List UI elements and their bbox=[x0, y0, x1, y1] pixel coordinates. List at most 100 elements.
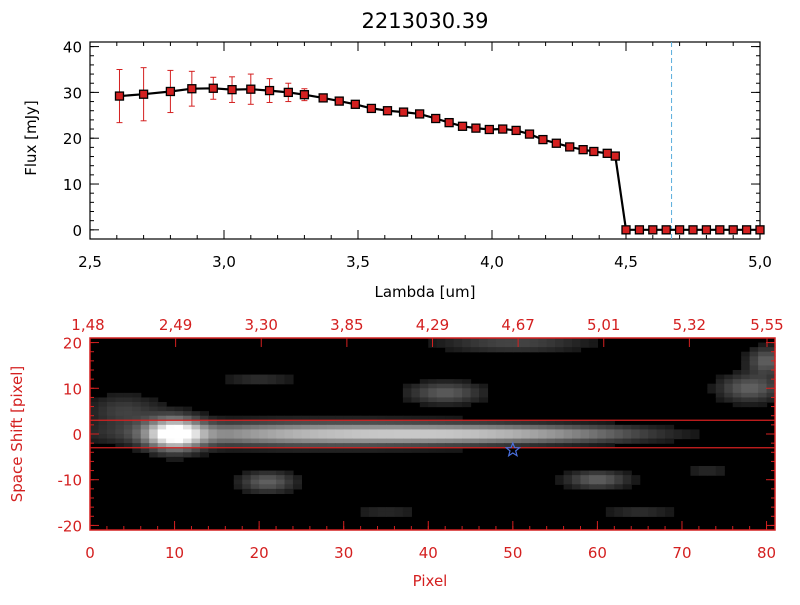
image-pixel bbox=[115, 429, 125, 435]
spectrum-point bbox=[187, 84, 197, 94]
image-pixel bbox=[749, 383, 759, 389]
image-pixel bbox=[98, 438, 108, 444]
image-pixel bbox=[572, 420, 582, 426]
image-pixel bbox=[123, 443, 133, 449]
image-pixel bbox=[90, 406, 100, 412]
image-pixel bbox=[436, 443, 446, 449]
image-pixel bbox=[580, 484, 590, 490]
image-pixel bbox=[267, 415, 277, 421]
image-pixel bbox=[479, 347, 489, 353]
spectrum-x-tick-label: 5,0 bbox=[748, 253, 772, 271]
image-pixel bbox=[411, 388, 421, 394]
image-pixel bbox=[521, 424, 531, 431]
image-pixel bbox=[276, 379, 286, 385]
image-pixel bbox=[292, 415, 303, 421]
image-pixel bbox=[242, 415, 252, 421]
image-pixel bbox=[394, 434, 404, 440]
image-pixel bbox=[242, 434, 252, 440]
image-pixel bbox=[588, 434, 599, 440]
image-pixel bbox=[225, 443, 235, 449]
image-pixel bbox=[250, 424, 260, 431]
image-pixel bbox=[276, 420, 286, 426]
image-pixel bbox=[292, 475, 303, 481]
image-pixel bbox=[580, 338, 590, 344]
image-pixel bbox=[123, 429, 133, 435]
image-pixel bbox=[529, 438, 539, 444]
image-pixel bbox=[572, 347, 582, 353]
image-pixel bbox=[191, 434, 201, 440]
image-pixel bbox=[555, 342, 565, 348]
image-pixel bbox=[174, 411, 184, 417]
image-pixel bbox=[648, 434, 658, 440]
image-pixel bbox=[479, 438, 489, 444]
image-pixel bbox=[385, 424, 396, 431]
image-pixel bbox=[106, 429, 116, 435]
image-pixel bbox=[462, 429, 472, 435]
image-pixel bbox=[115, 434, 125, 440]
image-pixel bbox=[335, 447, 345, 453]
spectrum-point bbox=[444, 117, 454, 128]
image-pixel bbox=[656, 434, 666, 440]
image-pixel bbox=[622, 507, 632, 513]
image-pixel bbox=[538, 434, 548, 440]
image-pixel bbox=[529, 338, 539, 344]
image-pixel bbox=[436, 397, 446, 403]
image-pixel bbox=[445, 338, 455, 344]
image-pixel bbox=[284, 484, 294, 490]
image-pixel bbox=[758, 365, 768, 371]
image-x-tick-label: 0 bbox=[85, 544, 95, 562]
image-pixel bbox=[259, 379, 269, 385]
image-pixel bbox=[284, 479, 294, 485]
image-pixel bbox=[749, 397, 759, 403]
image-pixel bbox=[605, 420, 615, 426]
image-pixel bbox=[411, 397, 421, 403]
image-pixel bbox=[470, 429, 480, 435]
image-pixel bbox=[504, 434, 514, 440]
image-pixel bbox=[140, 424, 150, 431]
image-pixel bbox=[259, 420, 269, 426]
image-pixel bbox=[495, 338, 505, 344]
image-pixel bbox=[115, 415, 125, 421]
image-pixel bbox=[428, 402, 438, 408]
image-pixel bbox=[614, 470, 624, 476]
image-pixel bbox=[208, 434, 218, 440]
image-pixel bbox=[580, 429, 590, 435]
image-pixel bbox=[758, 402, 768, 408]
image-x-tick-label: 70 bbox=[672, 544, 691, 562]
image-pixel bbox=[149, 429, 159, 435]
image-pixel bbox=[436, 342, 446, 348]
image-pixel bbox=[326, 434, 336, 440]
image-top-tick-label: 3,30 bbox=[245, 316, 278, 334]
image-pixel bbox=[309, 438, 319, 444]
image-pixel bbox=[242, 420, 252, 426]
image-pixel bbox=[580, 342, 590, 348]
image-pixel bbox=[648, 438, 658, 444]
image-pixel bbox=[208, 447, 218, 453]
image-pixel bbox=[470, 392, 480, 399]
image-pixel bbox=[741, 402, 751, 408]
image-pixel bbox=[343, 434, 353, 440]
image-pixel bbox=[631, 475, 641, 481]
image-pixel bbox=[631, 479, 641, 485]
image-pixel bbox=[487, 438, 497, 444]
image-pixel bbox=[428, 438, 438, 444]
image-pixel bbox=[588, 420, 599, 426]
image-pixel bbox=[648, 511, 658, 517]
image-pixel bbox=[445, 415, 455, 421]
image-pixel bbox=[766, 356, 776, 362]
spectrum-point bbox=[674, 225, 685, 235]
spectrum-point bbox=[551, 138, 561, 148]
image-pixel bbox=[419, 447, 429, 453]
spectrum-y-label: Flux [mJy] bbox=[22, 100, 40, 176]
image-pixel bbox=[766, 342, 776, 348]
image-pixel bbox=[309, 434, 319, 440]
image-pixel bbox=[546, 434, 556, 440]
image-pixel bbox=[563, 338, 573, 344]
image-pixel bbox=[377, 434, 387, 440]
image-pixel bbox=[555, 438, 565, 444]
image-pixel bbox=[605, 484, 615, 490]
image-pixel bbox=[479, 338, 489, 344]
image-pixel bbox=[132, 402, 142, 408]
image-pixel bbox=[402, 424, 412, 431]
spectrum-point bbox=[578, 145, 588, 155]
